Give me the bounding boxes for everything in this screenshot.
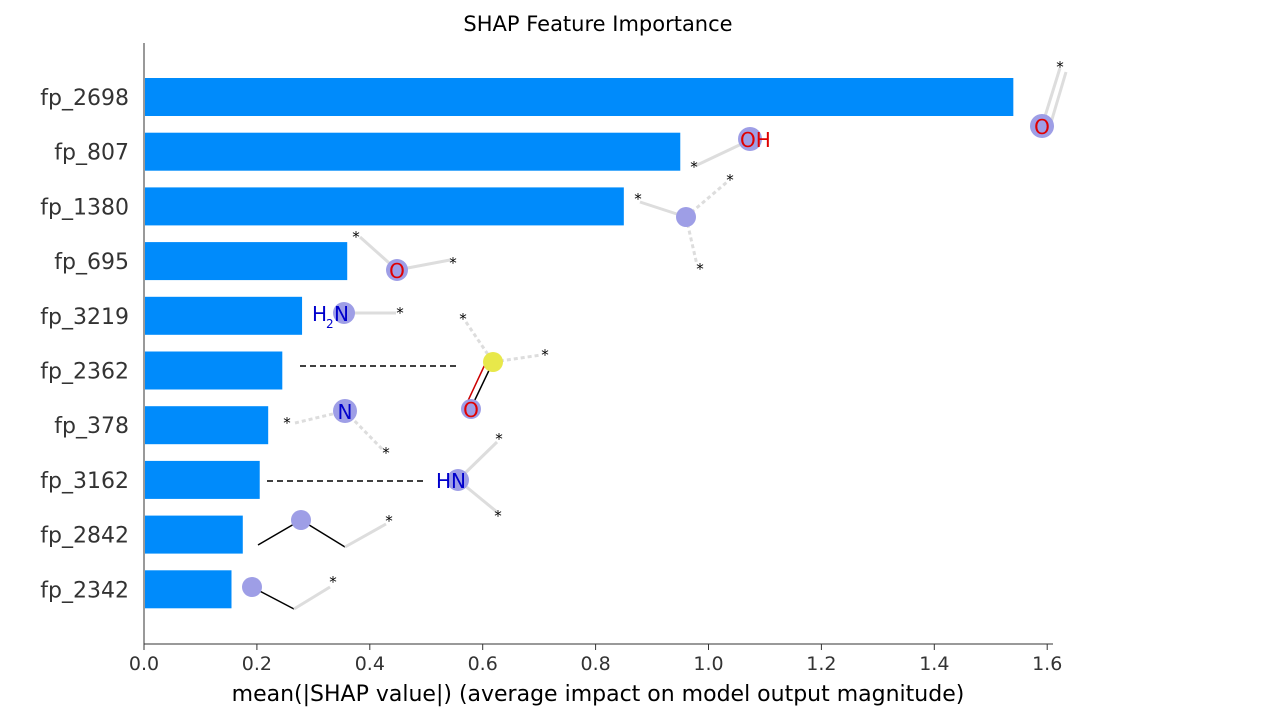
molecule-fp_2362: O * *	[300, 310, 549, 422]
svg-text:O: O	[389, 259, 405, 283]
atom-label: OH	[740, 128, 771, 152]
x-tick-label: 0.6	[468, 653, 498, 675]
x-tick-label: 0.8	[580, 653, 610, 675]
x-tick-label: 1.4	[919, 653, 949, 675]
y-tick-labels: fp_2698 fp_807 fp_1380 fp_695 fp_3219 fp_2362…	[40, 86, 129, 603]
y-tick-label-fp_3219: fp_3219	[40, 305, 129, 330]
molecule-fp_2342: *	[242, 573, 337, 611]
y-tick-label-fp_1380: fp_1380	[40, 195, 129, 220]
x-tick-label: 0.2	[242, 653, 272, 675]
y-tick-label-fp_2698: fp_2698	[40, 86, 129, 111]
bar-fp_378	[145, 406, 269, 445]
svg-text:N: N	[338, 400, 353, 424]
y-tick-label-fp_3162: fp_3162	[40, 469, 129, 494]
atom-label: O	[1034, 115, 1050, 139]
x-tick-label: 0.0	[129, 653, 159, 675]
svg-text:O: O	[463, 398, 479, 422]
svg-text:*: *	[396, 304, 404, 322]
molecule-fp_2698: O *	[1030, 58, 1068, 139]
bar-fp_2698	[145, 78, 1014, 116]
svg-text:*: *	[382, 444, 390, 462]
y-tick-label-fp_807: fp_807	[54, 141, 129, 166]
svg-text:*: *	[329, 573, 337, 591]
svg-text:*: *	[541, 346, 549, 364]
x-axis-label: mean(|SHAP value|) (average impact on mo…	[232, 682, 965, 707]
svg-text:H: H	[312, 302, 327, 326]
molecule-fp_1380: * * *	[634, 171, 734, 278]
svg-text:*: *	[352, 228, 360, 246]
molecule-fp_378: N * *	[283, 399, 390, 462]
x-tick-label: 1.0	[693, 653, 723, 675]
y-tick-label-fp_378: fp_378	[54, 414, 129, 439]
bar-fp_695	[145, 242, 348, 281]
svg-text:N: N	[334, 302, 349, 326]
x-tick-label: 0.4	[355, 653, 385, 675]
molecule-fp_3219: H 2 N *	[312, 302, 404, 331]
molecule-fp_3162: HN * *	[267, 430, 503, 525]
svg-text:HN: HN	[436, 469, 466, 493]
molecule-fp_2842: *	[257, 510, 393, 549]
molecule-fp_695: O * *	[352, 228, 457, 283]
svg-text:*: *	[495, 430, 503, 448]
svg-text:*: *	[494, 507, 502, 525]
bar-fp_2342	[145, 570, 232, 609]
x-ticks: 0.0 0.2 0.4 0.6 0.8 1.0 1.2 1.4 1.6	[129, 644, 1062, 675]
x-tick-label: 1.2	[806, 653, 836, 675]
svg-text:*: *	[459, 310, 467, 328]
svg-text:*: *	[726, 171, 734, 189]
svg-text:*: *	[385, 512, 393, 530]
bar-fp_3162	[145, 460, 260, 499]
x-tick-label: 1.6	[1032, 653, 1062, 675]
bar-fp_2362	[145, 351, 283, 390]
y-tick-label-fp_695: fp_695	[54, 250, 129, 275]
attachment-star: *	[690, 158, 698, 176]
svg-text:*: *	[696, 260, 704, 278]
y-tick-label-fp_2342: fp_2342	[40, 578, 129, 603]
bar-fp_1380	[145, 187, 624, 226]
svg-text:*: *	[449, 254, 457, 272]
y-tick-label-fp_2842: fp_2842	[40, 524, 129, 549]
svg-text:*: *	[634, 190, 642, 208]
bar-fp_3219	[145, 296, 303, 335]
attachment-star: *	[1056, 58, 1064, 76]
bar-fp_2842	[145, 515, 243, 554]
bar-fp_807	[145, 132, 681, 171]
svg-text:*: *	[283, 414, 291, 432]
molecule-fp_807: OH *	[690, 127, 771, 176]
svg-text:2: 2	[326, 317, 334, 331]
chart-title: SHAP Feature Importance	[463, 12, 732, 36]
y-tick-label-fp_2362: fp_2362	[40, 360, 129, 385]
bars-group	[145, 78, 1014, 609]
